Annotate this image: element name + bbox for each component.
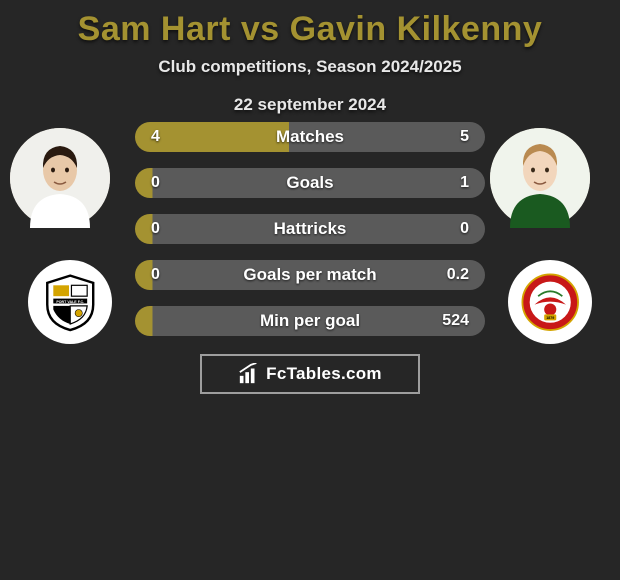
page-title: Sam Hart vs Gavin Kilkenny — [0, 0, 620, 49]
brand-text: FcTables.com — [266, 364, 382, 384]
stat-right-value: 0 — [460, 220, 469, 238]
club-right-crest: 1879 — [508, 260, 592, 344]
stat-left-value: 0 — [151, 266, 160, 284]
bar-chart-icon — [238, 363, 260, 385]
stats-container: 4Matches50Goals10Hattricks00Goals per ma… — [135, 122, 485, 352]
club-left-svg: PORT VALE F.C. — [40, 272, 100, 332]
stat-right-value: 524 — [442, 312, 469, 330]
stat-label: Matches — [135, 127, 485, 147]
brand-box: FcTables.com — [200, 354, 420, 394]
avatar-right-svg — [490, 128, 590, 228]
stat-row: 0Hattricks0 — [135, 214, 485, 244]
stat-row: 0Goals per match0.2 — [135, 260, 485, 290]
player-left-avatar — [10, 128, 110, 228]
stat-right-value: 1 — [460, 174, 469, 192]
stat-right-value: 0.2 — [447, 266, 469, 284]
svg-text:1879: 1879 — [546, 316, 554, 320]
stat-label: Hattricks — [135, 219, 485, 239]
player-right-avatar — [490, 128, 590, 228]
stat-row: 0Goals1 — [135, 168, 485, 198]
stat-row: 4Matches5 — [135, 122, 485, 152]
club-right-svg: 1879 — [520, 272, 580, 332]
stat-row: Min per goal524 — [135, 306, 485, 336]
stat-left-value: 0 — [151, 220, 160, 238]
stat-left-value: 4 — [151, 128, 160, 146]
svg-text:PORT VALE F.C.: PORT VALE F.C. — [56, 300, 84, 304]
stat-label: Goals — [135, 173, 485, 193]
date-text: 22 september 2024 — [0, 95, 620, 115]
stat-right-value: 5 — [460, 128, 469, 146]
club-left-crest: PORT VALE F.C. — [28, 260, 112, 344]
subtitle: Club competitions, Season 2024/2025 — [0, 57, 620, 77]
avatar-left-svg — [10, 128, 110, 228]
stat-left-value: 0 — [151, 174, 160, 192]
stat-label: Min per goal — [135, 311, 485, 331]
stat-label: Goals per match — [135, 265, 485, 285]
